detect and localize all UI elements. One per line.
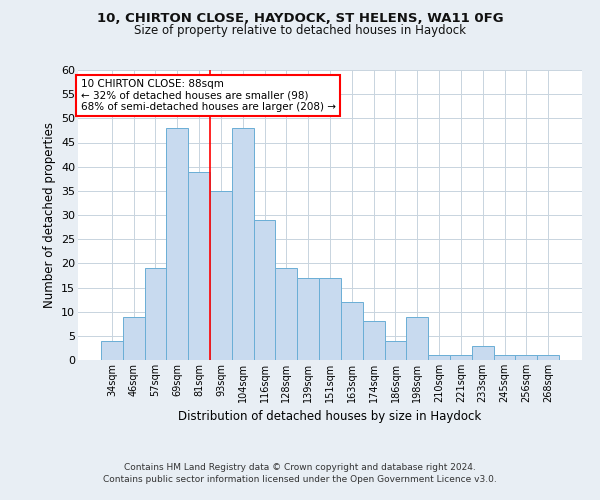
Bar: [385, 340, 406, 360]
Bar: [428, 355, 450, 360]
Bar: [101, 340, 123, 360]
Bar: [472, 346, 494, 360]
Text: 10, CHIRTON CLOSE, HAYDOCK, ST HELENS, WA11 0FG: 10, CHIRTON CLOSE, HAYDOCK, ST HELENS, W…: [97, 12, 503, 26]
Text: Contains public sector information licensed under the Open Government Licence v3: Contains public sector information licen…: [103, 475, 497, 484]
Bar: [275, 268, 297, 360]
Bar: [363, 322, 385, 360]
Bar: [166, 128, 188, 360]
Text: Contains HM Land Registry data © Crown copyright and database right 2024.: Contains HM Land Registry data © Crown c…: [124, 464, 476, 472]
Bar: [537, 355, 559, 360]
Bar: [254, 220, 275, 360]
Bar: [341, 302, 363, 360]
Bar: [232, 128, 254, 360]
Bar: [450, 355, 472, 360]
Bar: [188, 172, 210, 360]
Y-axis label: Number of detached properties: Number of detached properties: [43, 122, 56, 308]
X-axis label: Distribution of detached houses by size in Haydock: Distribution of detached houses by size …: [178, 410, 482, 424]
Bar: [319, 278, 341, 360]
Text: 10 CHIRTON CLOSE: 88sqm
← 32% of detached houses are smaller (98)
68% of semi-de: 10 CHIRTON CLOSE: 88sqm ← 32% of detache…: [80, 78, 335, 112]
Bar: [210, 191, 232, 360]
Bar: [515, 355, 537, 360]
Bar: [494, 355, 515, 360]
Bar: [406, 316, 428, 360]
Bar: [297, 278, 319, 360]
Text: Size of property relative to detached houses in Haydock: Size of property relative to detached ho…: [134, 24, 466, 37]
Bar: [123, 316, 145, 360]
Bar: [145, 268, 166, 360]
